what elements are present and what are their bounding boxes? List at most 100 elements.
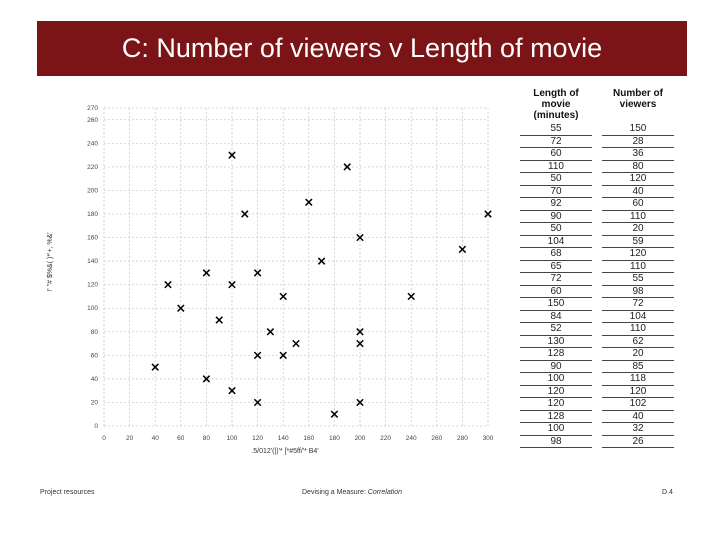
- data-point: [343, 163, 351, 171]
- table-row: 110 80: [520, 160, 674, 173]
- cell-length: 84: [520, 310, 592, 323]
- cell-length: 100: [520, 372, 592, 386]
- cell-gap: [592, 385, 602, 398]
- cell-gap: [592, 185, 602, 198]
- y-tick-label: 100: [87, 305, 98, 312]
- table-row: 52 110: [520, 322, 674, 336]
- x-tick-label: 20: [126, 435, 134, 442]
- cell-viewers: 110: [602, 260, 674, 273]
- slide-title: C: Number of viewers v Length of movie: [121, 33, 603, 63]
- cell-length: 128: [520, 410, 592, 423]
- cell-gap: [592, 173, 602, 186]
- cell-gap: [592, 235, 602, 248]
- data-points: [151, 151, 492, 418]
- cell-length: 90: [520, 360, 592, 373]
- table-row: 90 85: [520, 360, 674, 373]
- data-point: [177, 304, 185, 312]
- y-tick-label: 120: [87, 282, 98, 289]
- cell-length: 100: [520, 422, 592, 436]
- cell-viewers: 55: [602, 272, 674, 286]
- cell-viewers: 20: [602, 222, 674, 236]
- cell-gap: [592, 435, 602, 448]
- footer-center: Devising a Measure: Correlation: [302, 489, 402, 496]
- cell-gap: [592, 198, 602, 211]
- cell-viewers: 102: [602, 397, 674, 411]
- cell-length: 52: [520, 322, 592, 336]
- cell-length: 70: [520, 185, 592, 198]
- cell-viewers: 40: [602, 185, 674, 198]
- column-header-viewers: Number of viewers: [613, 88, 663, 110]
- table-row: 128 20: [520, 347, 674, 361]
- data-point: [356, 339, 364, 348]
- cell-gap: [592, 410, 602, 423]
- x-tick-label: 40: [152, 435, 160, 442]
- table-row: 104 59: [520, 235, 674, 248]
- data-point: [279, 351, 287, 360]
- data-point: [241, 210, 249, 218]
- y-axis-tick-labels: 0 20 40 60 80 100 120 140 160 180 200 220 240 260 270: [87, 105, 98, 430]
- data-point: [330, 410, 339, 418]
- footer-page-number: D.4: [662, 489, 673, 496]
- cell-viewers: 26: [602, 435, 674, 448]
- cell-length: 92: [520, 197, 592, 211]
- cell-viewers: 80: [602, 160, 674, 173]
- table-body: 55 150 72 28 60 36 110 80 50 120 70 40 92 60 90 110 50 20…: [520, 123, 674, 448]
- table-row: 100 32: [520, 422, 674, 436]
- table-row: 68 120: [520, 247, 674, 261]
- table-row: 100 118: [520, 372, 674, 386]
- x-tick-label: 260: [431, 435, 442, 442]
- cell-length: 128: [520, 347, 592, 361]
- cell-viewers: 32: [602, 422, 674, 436]
- data-point: [215, 316, 223, 324]
- y-tick-label: 220: [87, 164, 98, 171]
- cell-length: 98: [520, 435, 592, 448]
- table-row: 120 120: [520, 385, 674, 398]
- x-tick-label: 300: [483, 435, 494, 442]
- x-tick-label: 100: [227, 435, 238, 442]
- cell-length: 72: [520, 135, 592, 148]
- cell-gap: [592, 323, 602, 336]
- cell-viewers: 59: [602, 235, 674, 248]
- data-point: [151, 363, 159, 371]
- x-tick-label: 180: [329, 435, 340, 442]
- cell-length: 60: [520, 147, 592, 161]
- cell-viewers: 20: [602, 347, 674, 361]
- footer-center-emphasis: Correlation: [367, 489, 403, 496]
- cell-length: 110: [520, 160, 592, 173]
- table-row: 98 26: [520, 435, 674, 448]
- cell-viewers: 110: [602, 210, 674, 223]
- data-point: [356, 233, 364, 242]
- data-point: [228, 280, 236, 289]
- data-point: [228, 151, 236, 159]
- cell-gap: [592, 335, 602, 348]
- cell-gap: [592, 160, 602, 173]
- x-axis-label: .5/012'(|)'* [*#5ff/'* B4': [251, 448, 318, 455]
- cell-length: 120: [520, 385, 592, 398]
- cell-length: 90: [520, 210, 592, 223]
- y-tick-label: 160: [87, 235, 98, 242]
- data-point: [279, 292, 287, 301]
- cell-gap: [592, 210, 602, 223]
- y-tick-label: 200: [87, 187, 98, 194]
- data-point: [202, 269, 211, 277]
- table-row: 130 62: [520, 335, 674, 348]
- cell-length: 150: [520, 297, 592, 311]
- cell-viewers: 36: [602, 147, 674, 161]
- cell-gap: [592, 348, 602, 361]
- table-row: 50 20: [520, 222, 674, 236]
- data-point: [266, 328, 275, 336]
- data-table: Length of movie (minutes) Number of view…: [520, 88, 674, 448]
- cell-length: 50: [520, 222, 592, 236]
- table-row: 60 98: [520, 285, 674, 298]
- y-tick-label: 180: [87, 211, 98, 218]
- cell-gap: [592, 148, 602, 161]
- y-tick-label: 80: [91, 329, 99, 336]
- cell-length: 65: [520, 260, 592, 273]
- table-row: 84 104: [520, 310, 674, 323]
- cell-viewers: 60: [602, 197, 674, 211]
- y-tick-label: 140: [87, 258, 98, 265]
- cell-length: 68: [520, 247, 592, 261]
- data-point: [356, 328, 364, 336]
- x-tick-label: 0: [102, 435, 106, 442]
- table-row: 150 72: [520, 297, 674, 311]
